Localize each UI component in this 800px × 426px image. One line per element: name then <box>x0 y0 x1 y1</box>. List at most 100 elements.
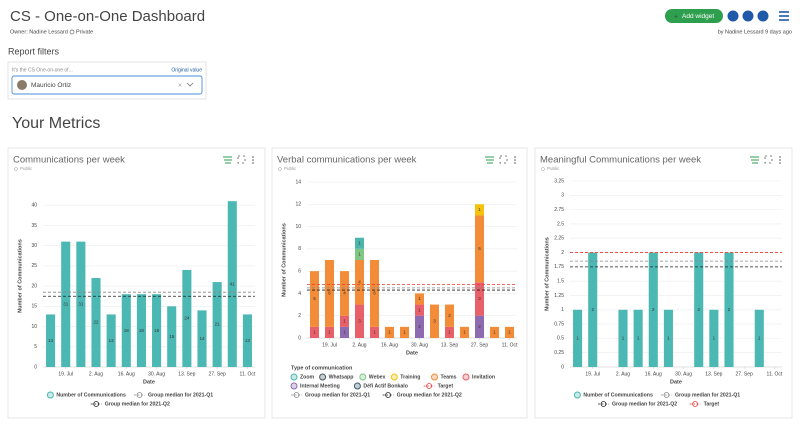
bar <box>400 326 409 338</box>
legend-label: Whatsapp <box>329 374 354 380</box>
bar-value-label: 13 <box>245 338 251 343</box>
bar <box>212 282 222 367</box>
menu-dot[interactable] <box>779 162 781 164</box>
clear-icon[interactable]: × <box>178 82 182 89</box>
bar-value-label: 31 <box>63 301 69 306</box>
filter-select[interactable] <box>11 75 203 95</box>
widget-subtitle: Public <box>284 166 297 171</box>
menu-dot[interactable] <box>252 162 254 164</box>
y-tick-label: 0.75 <box>554 321 564 327</box>
widget-subtitle: Public <box>20 166 33 171</box>
expand-icon[interactable] <box>237 155 246 164</box>
menu-dot[interactable] <box>252 159 254 161</box>
y-tick-label: 10 <box>295 224 301 230</box>
filter-label: It's the CS One-on-one of... <box>12 67 73 73</box>
legend-label: Group median for 2021-Q2 <box>612 401 677 407</box>
x-tick-label: 30. Aug <box>148 371 165 377</box>
bar-value-label: 15 <box>169 334 175 339</box>
y-tick-label: 1.5 <box>557 278 564 284</box>
menu-dot[interactable] <box>779 159 781 161</box>
bar-value-label: 14 <box>199 336 205 341</box>
bar-value-label: 4 <box>358 279 361 284</box>
bar <box>152 294 162 367</box>
y-tick-label: 1 <box>561 307 564 313</box>
y-tick-label: 4 <box>298 291 301 297</box>
bar <box>415 304 424 316</box>
legend-swatch <box>353 382 361 390</box>
legend-swatch <box>290 382 298 390</box>
bar <box>121 294 131 367</box>
share-button[interactable] <box>742 10 754 22</box>
y-tick-label: 35 <box>31 223 37 229</box>
add-widget-button[interactable] <box>665 9 723 23</box>
bar <box>648 252 658 367</box>
bar-value-label: 6 <box>328 291 331 296</box>
menu-dot[interactable] <box>514 156 516 158</box>
bar <box>475 282 484 316</box>
bar-value-label: 1 <box>403 330 406 335</box>
bar-value-label: 1 <box>358 252 361 257</box>
bar-value-label: 1 <box>637 336 640 341</box>
x-tick-label: 2. Aug <box>352 342 366 348</box>
expand-icon[interactable] <box>499 155 508 164</box>
bar <box>91 278 101 367</box>
bar <box>106 314 116 367</box>
bar <box>46 314 56 367</box>
x-tick-label: 30. Aug <box>411 342 428 348</box>
bar-value-label: 2 <box>448 313 451 318</box>
refresh-button[interactable] <box>757 10 769 22</box>
bar-value-label: 1 <box>758 336 761 341</box>
bar <box>197 310 207 367</box>
y-tick-label: 3.25 <box>554 178 564 184</box>
y-tick-label: 1.75 <box>554 264 564 270</box>
bar-value-label: 6 <box>373 291 376 296</box>
bar-value-label: 1 <box>448 330 451 335</box>
filter-selected: Mauricio Ortiz <box>31 82 71 89</box>
filter-icon[interactable] <box>223 156 232 164</box>
legend-swatch <box>600 401 607 407</box>
bar-value-label: 3 <box>358 318 361 323</box>
legend-label: Target <box>438 383 454 389</box>
bar <box>355 248 364 260</box>
y-tick-label: 5 <box>34 344 37 350</box>
y-tick-label: 2 <box>298 313 301 319</box>
expand-icon[interactable] <box>764 155 773 164</box>
bar <box>663 309 673 367</box>
bar <box>573 309 583 367</box>
owner: Owner: Nadine Lessard <box>10 29 68 35</box>
menu-dot[interactable] <box>779 156 781 158</box>
legend-swatch <box>293 392 300 398</box>
y-axis-title: Number of Communications <box>281 223 287 297</box>
bar-value-label: 1 <box>576 336 579 341</box>
bar <box>182 269 192 367</box>
filter-icon[interactable] <box>485 156 494 164</box>
bar <box>445 326 454 338</box>
y-tick-label: 1.25 <box>554 293 564 299</box>
favorite-button[interactable] <box>727 10 739 22</box>
menu-dot[interactable] <box>514 159 516 161</box>
filter-icon[interactable] <box>750 156 759 164</box>
legend-label: Teams <box>441 374 457 380</box>
bar-value-label: 6 <box>478 246 481 251</box>
menu-button[interactable] <box>779 11 789 21</box>
menu-dot[interactable] <box>514 162 516 164</box>
chevron-icon[interactable] <box>186 82 194 87</box>
widget-title: Communications per week <box>13 155 125 166</box>
bar <box>310 271 319 327</box>
bar <box>618 309 628 367</box>
add-widget-label[interactable]: Add widget <box>682 13 714 20</box>
original-value-link[interactable]: Original value <box>171 67 202 73</box>
bar <box>445 304 454 327</box>
bar-value-label: 1 <box>418 307 421 312</box>
y-tick-label: 15 <box>31 304 37 310</box>
x-tick-label: 16. Aug <box>645 371 662 377</box>
legend-label: Zoom <box>300 374 315 380</box>
x-tick-label: 13. Sep <box>705 371 722 377</box>
bar <box>325 260 334 327</box>
legend-label: Group median for 2021-Q2 <box>105 401 170 407</box>
y-tick-label: 12 <box>295 202 301 208</box>
x-axis-title: Date <box>143 379 155 385</box>
menu-dot[interactable] <box>252 156 254 158</box>
